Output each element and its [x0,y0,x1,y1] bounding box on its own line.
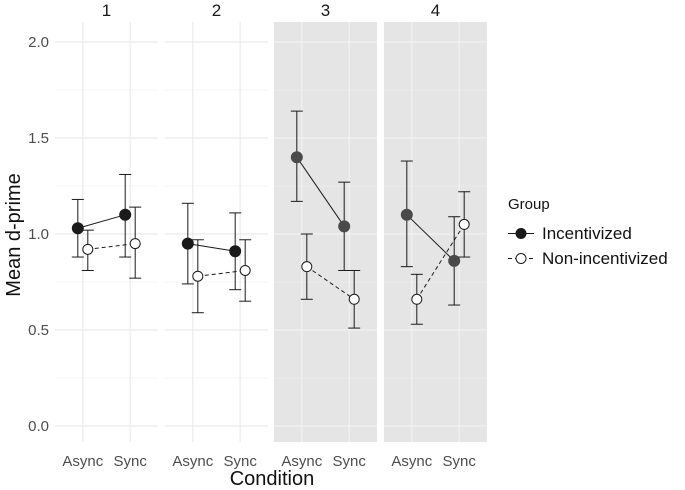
facet-label-2: 2 [212,1,221,20]
legend-title: Group [508,196,550,213]
data-point [192,270,204,282]
legend: Group Incentivized Non-incentivized [508,196,668,271]
series-line [87,243,136,250]
data-point [119,208,132,221]
x-tick-label-async: Async [62,453,103,470]
y-tick-label: 1.5 [28,130,49,147]
y-tick-label: 0.5 [28,322,49,339]
series-incentivized [400,160,461,306]
legend-label-incentivized: Incentivized [542,223,632,243]
x-tick-label-sync: Sync [114,453,148,470]
y-tick-label: 0.0 [28,418,49,435]
data-point [129,238,141,250]
panel-background [55,22,158,442]
data-point [348,293,360,305]
series-line [296,156,345,227]
legend-key-filled-circle-icon [508,228,534,239]
data-point [458,218,470,230]
series-incentivized [181,202,242,291]
series-line [416,224,465,300]
panel-background [165,22,268,442]
data-point [400,208,413,221]
facet-label-1: 1 [102,1,111,20]
series-line [197,269,246,277]
panel-4: 4 Async Sync [384,1,487,470]
data-point [181,237,194,250]
series-line [77,214,126,229]
legend-item-incentivized: Incentivized [508,221,668,246]
data-point [71,222,84,235]
data-point [448,254,461,267]
x-tick-label-sync: Sync [333,453,367,470]
panel-2: 2 Async Sync [165,1,268,470]
series-line [187,243,236,252]
series-incentivized [290,110,351,271]
series-non-incentivized [410,191,471,325]
x-tick-label-sync: Sync [224,453,258,470]
panel-3: 3 Async Sync [274,1,377,470]
data-point [338,220,351,233]
y-axis-ticks: 0.0 0.5 1.0 1.5 2.0 [28,34,49,435]
facet-label-3: 3 [321,1,330,20]
series-non-incentivized [81,206,142,279]
x-tick-label-async: Async [172,453,213,470]
y-axis-label: Mean d-prime [3,173,25,296]
panel-background [384,22,487,442]
x-tick-label-async: Async [391,453,432,470]
x-axis-label: Condition [230,468,315,490]
series-incentivized [71,173,132,258]
y-tick-label: 2.0 [28,34,49,51]
series-line [406,214,455,262]
series-line [306,266,355,300]
data-point [301,261,313,273]
legend-item-non-incentivized: Non-incentivized [508,246,668,271]
data-point [411,293,423,305]
x-tick-label-sync: Sync [443,453,477,470]
legend-label-non-incentivized: Non-incentivized [542,248,668,268]
legend-key-open-circle-icon [508,253,534,264]
facet-label-4: 4 [431,1,440,20]
series-non-incentivized [300,233,361,329]
panel-background [274,22,377,442]
y-tick-label: 1.0 [28,226,49,243]
panels-layer: 1 Async Sync 2 Async Sync 3 Async Sync 4 Async Sync [55,1,487,470]
data-point [229,245,242,258]
data-point [82,243,94,255]
data-point [239,264,251,276]
panel-1: 1 Async Sync [55,1,158,470]
data-point [290,151,303,164]
x-tick-label-async: Async [281,453,322,470]
series-non-incentivized [191,239,252,314]
